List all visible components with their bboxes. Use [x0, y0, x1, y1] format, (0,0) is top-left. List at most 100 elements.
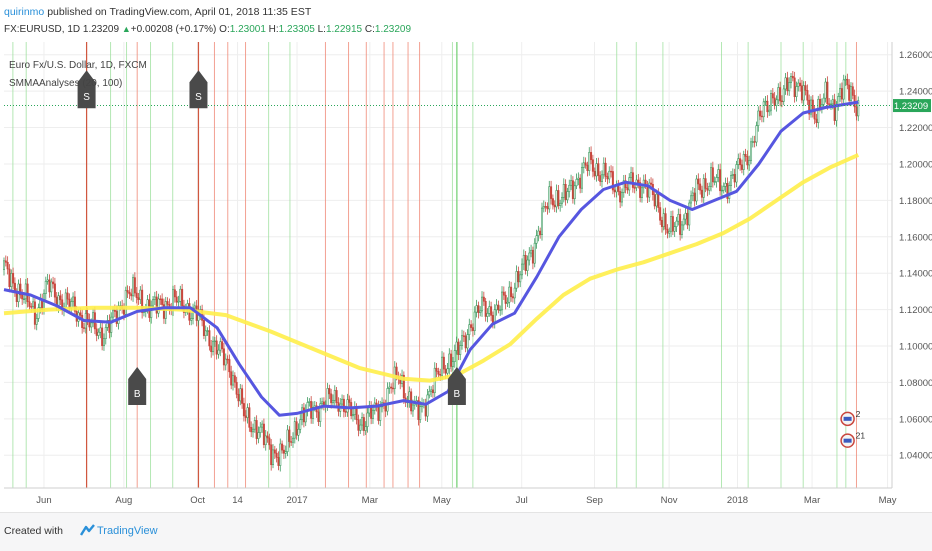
- tradingview-logo-icon: [80, 524, 95, 536]
- candle-body: [631, 172, 634, 188]
- candle-body: [348, 399, 351, 403]
- candle-body: [593, 171, 596, 177]
- candle-body: [722, 186, 725, 191]
- candle-body: [450, 353, 453, 367]
- candle-body: [533, 242, 536, 264]
- flag-icon-stripe: [843, 416, 852, 421]
- candle-body: [648, 182, 651, 198]
- candle-body: [202, 320, 205, 336]
- candle-body: [575, 179, 578, 187]
- candle-body: [524, 254, 527, 271]
- candle-body: [46, 279, 49, 282]
- candle-body: [428, 390, 431, 396]
- candle-body: [86, 313, 89, 320]
- candle-body: [506, 301, 509, 304]
- candle-body: [290, 441, 293, 443]
- candle-body: [50, 281, 53, 293]
- price-tick-label: 1.10000: [899, 342, 932, 353]
- candle-body: [706, 188, 709, 191]
- signal-label: S: [83, 92, 90, 103]
- author-link[interactable]: quirinmo: [4, 6, 45, 18]
- candle-body: [22, 298, 25, 300]
- time-tick-label: 14: [232, 495, 243, 506]
- time-tick-label: Oct: [190, 495, 205, 506]
- price-chart[interactable]: S S B B 2 21 1.26000 1.24000 1.22000 1.20000 1.1…: [0, 0, 932, 512]
- candle-body: [52, 281, 55, 285]
- candle-body: [150, 305, 153, 318]
- candle-body: [720, 189, 723, 192]
- candle-body: [261, 423, 264, 428]
- candle-body: [197, 315, 200, 321]
- candle-body: [760, 115, 763, 118]
- price-tick-label: 1.24000: [899, 87, 932, 98]
- candle-body: [4, 260, 7, 263]
- candle-body: [210, 345, 213, 353]
- candle-body: [526, 259, 529, 271]
- candle-body: [152, 299, 155, 307]
- tradingview-link[interactable]: TradingView: [97, 525, 158, 537]
- candle-body: [713, 181, 716, 183]
- candle-body: [161, 298, 164, 305]
- candle-body: [809, 99, 812, 115]
- candle-body: [461, 335, 464, 346]
- candle-body: [268, 437, 271, 446]
- candle-body: [15, 292, 18, 303]
- last-price: 1.23209: [82, 24, 120, 35]
- candle-body: [795, 86, 798, 97]
- time-axis[interactable]: Jun Aug Oct 14 2017 Mar May Jul Sep Nov 2018 Mar May: [36, 495, 896, 506]
- time-tick-label: Sep: [586, 495, 603, 506]
- time-tick-label: 2018: [727, 495, 748, 506]
- candle-body: [437, 370, 440, 375]
- candle-body: [462, 335, 465, 337]
- candle-body: [655, 193, 658, 207]
- candle-body: [21, 294, 24, 300]
- price-axis[interactable]: 1.26000 1.24000 1.22000 1.20000 1.18000 1.160…: [899, 50, 932, 461]
- candle-body: [733, 174, 736, 183]
- candle-body: [617, 185, 620, 192]
- candle-body: [453, 350, 456, 363]
- candle-body: [577, 177, 580, 180]
- candle-body: [302, 407, 305, 423]
- candle-body: [426, 394, 429, 417]
- candle-body: [239, 388, 242, 402]
- candle-body: [842, 79, 845, 100]
- candle-body: [246, 407, 249, 418]
- candle-body: [128, 291, 131, 295]
- flag-icon-stripe: [843, 438, 852, 443]
- candle-body: [282, 449, 285, 454]
- time-tick-label: Aug: [115, 495, 132, 506]
- candle-body: [702, 178, 705, 198]
- candle-body: [242, 403, 245, 417]
- candle-body: [840, 88, 843, 100]
- candle-body: [748, 160, 751, 166]
- candle-body: [528, 252, 531, 261]
- candle-body: [673, 226, 676, 232]
- candle-body: [217, 349, 220, 355]
- candle-body: [124, 290, 127, 315]
- candle-body: [221, 341, 224, 350]
- candle-body: [664, 213, 667, 230]
- candle-body: [451, 361, 454, 367]
- candle-body: [286, 429, 289, 452]
- candle-body: [457, 341, 460, 355]
- svg-text:1.23209: 1.23209: [894, 101, 928, 112]
- candle-body: [530, 249, 533, 254]
- candle-body: [281, 443, 284, 451]
- candle-body: [177, 300, 180, 303]
- high-value: 1.23305: [278, 24, 315, 35]
- candle-body: [739, 158, 742, 166]
- candle-body: [762, 101, 765, 118]
- candle-body: [351, 414, 354, 417]
- candle-body: [846, 78, 849, 86]
- candle-body: [459, 345, 462, 355]
- created-with-text: Created with: [4, 525, 63, 537]
- candle-body: [499, 309, 502, 311]
- candle-body: [555, 190, 558, 208]
- candle-body: [504, 294, 507, 304]
- candle-body: [611, 171, 614, 191]
- candle-body: [501, 291, 504, 311]
- candle-body: [613, 189, 616, 193]
- candle-body: [419, 406, 422, 420]
- candle-body: [513, 287, 516, 299]
- signal-arrow-icon: [128, 366, 147, 405]
